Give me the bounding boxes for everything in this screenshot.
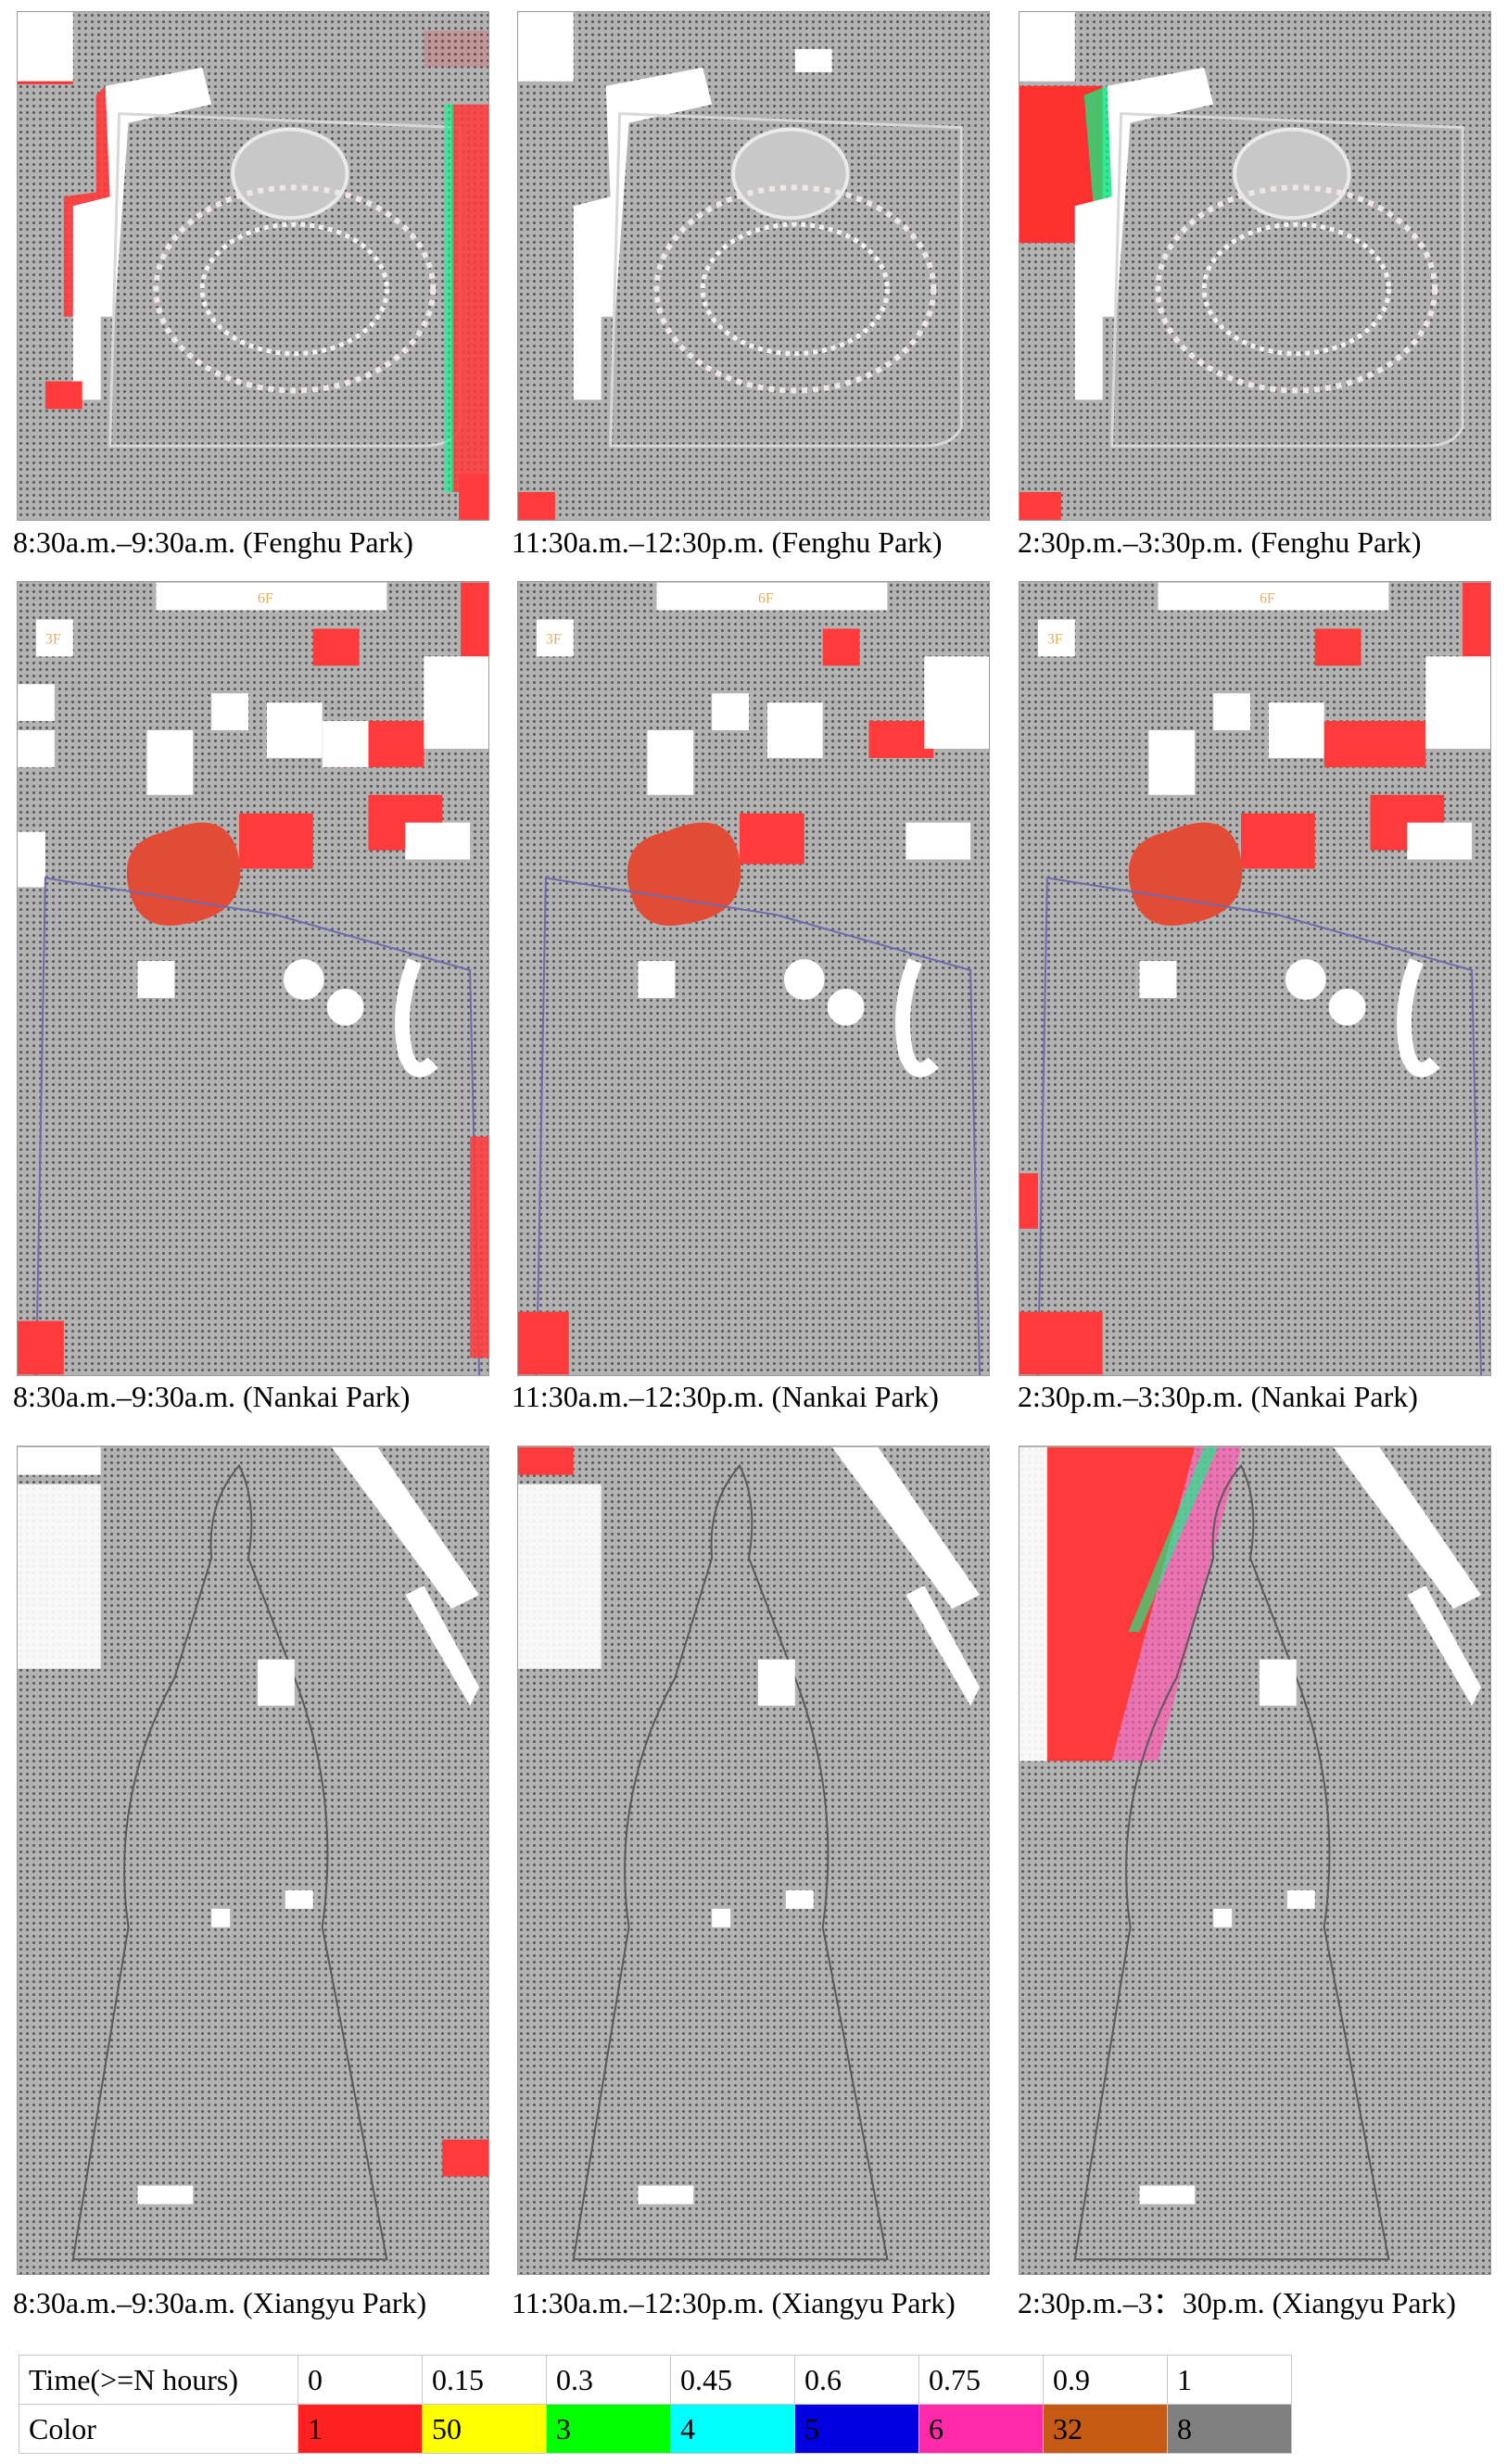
fenghu-morning-map xyxy=(17,11,489,521)
panel-caption: 11:30a.m.–12:30p.m. (Fenghu Park) xyxy=(512,525,943,559)
xiangyu-map-drawing xyxy=(518,1447,981,2261)
legend-swatch-1: 50 xyxy=(422,2404,547,2454)
nankai-map-drawing: 3F 6F xyxy=(1019,582,1490,1375)
nankai-map-drawing: 3F 6F xyxy=(18,582,488,1375)
legend-time-7: 1 xyxy=(1167,2355,1292,2405)
panel-caption: 2:30p.m.–3:30p.m. (Nankai Park) xyxy=(1018,1380,1418,1413)
legend-swatch-3: 4 xyxy=(670,2404,795,2454)
nankai-morning-map: 3F 6F xyxy=(17,581,489,1376)
legend-color-header: Color xyxy=(19,2404,298,2454)
xiangyu-noon-map xyxy=(517,1446,990,2275)
legend-time-header: Time(>=N hours) xyxy=(19,2355,298,2405)
floor-label: 3F xyxy=(45,631,61,647)
xiangyu-map-drawing xyxy=(1019,1447,1482,2261)
legend-time-1: 0.15 xyxy=(422,2355,547,2405)
fenghu-noon-map xyxy=(517,11,990,521)
legend-time-3: 0.45 xyxy=(670,2355,795,2405)
legend-swatch-5: 6 xyxy=(918,2404,1044,2454)
legend-swatch-0: 1 xyxy=(298,2404,423,2454)
panel-caption: 11:30a.m.–12:30p.m. (Xiangyu Park) xyxy=(512,2286,956,2319)
panel-caption: 11:30a.m.–12:30p.m. (Nankai Park) xyxy=(512,1380,939,1413)
legend-time-row: Time(>=N hours) 0 0.15 0.3 0.45 0.6 0.75… xyxy=(19,2355,1292,2405)
nankai-afternoon-map: 3F 6F xyxy=(1019,581,1491,1376)
legend-swatch-4: 5 xyxy=(794,2404,919,2454)
legend-swatch-7: 8 xyxy=(1167,2404,1292,2454)
legend-time-6: 0.9 xyxy=(1043,2355,1168,2405)
legend-swatch-6: 32 xyxy=(1043,2404,1168,2454)
floor-label: 3F xyxy=(1047,631,1063,647)
xiangyu-afternoon-map xyxy=(1019,1446,1491,2275)
legend-time-5: 0.75 xyxy=(918,2355,1044,2405)
floor-label: 6F xyxy=(758,591,774,607)
legend-swatch-2: 3 xyxy=(546,2404,671,2454)
fenghu-afternoon-map xyxy=(1019,11,1491,521)
xiangyu-morning-map xyxy=(17,1446,489,2275)
floor-label: 3F xyxy=(546,631,562,647)
panel-caption: 8:30a.m.–9:30a.m. (Fenghu Park) xyxy=(13,525,413,559)
panel-caption: 8:30a.m.–9:30a.m. (Nankai Park) xyxy=(13,1380,411,1413)
fenghu-map-drawing xyxy=(18,12,488,520)
fenghu-map-drawing xyxy=(1019,12,1464,520)
floor-label: 6F xyxy=(258,591,273,607)
panel-caption: 8:30a.m.–9:30a.m. (Xiangyu Park) xyxy=(13,2286,427,2319)
nankai-noon-map: 3F 6F xyxy=(517,581,990,1376)
fenghu-map-drawing xyxy=(518,12,963,520)
xiangyu-map-drawing xyxy=(18,1447,488,2261)
legend-color-row: Color 1 50 3 4 5 6 32 8 xyxy=(19,2404,1292,2454)
nankai-map-drawing: 3F 6F xyxy=(518,582,989,1375)
legend-time-4: 0.6 xyxy=(794,2355,919,2405)
legend-time-0: 0 xyxy=(298,2355,423,2405)
legend-table: Time(>=N hours) 0 0.15 0.3 0.45 0.6 0.75… xyxy=(19,2355,1292,2454)
panel-caption: 2:30p.m.–3：30p.m. (Xiangyu Park) xyxy=(1018,2286,1456,2319)
panel-caption: 2:30p.m.–3:30p.m. (Fenghu Park) xyxy=(1018,525,1422,559)
legend-time-2: 0.3 xyxy=(546,2355,671,2405)
floor-label: 6F xyxy=(1260,591,1275,607)
